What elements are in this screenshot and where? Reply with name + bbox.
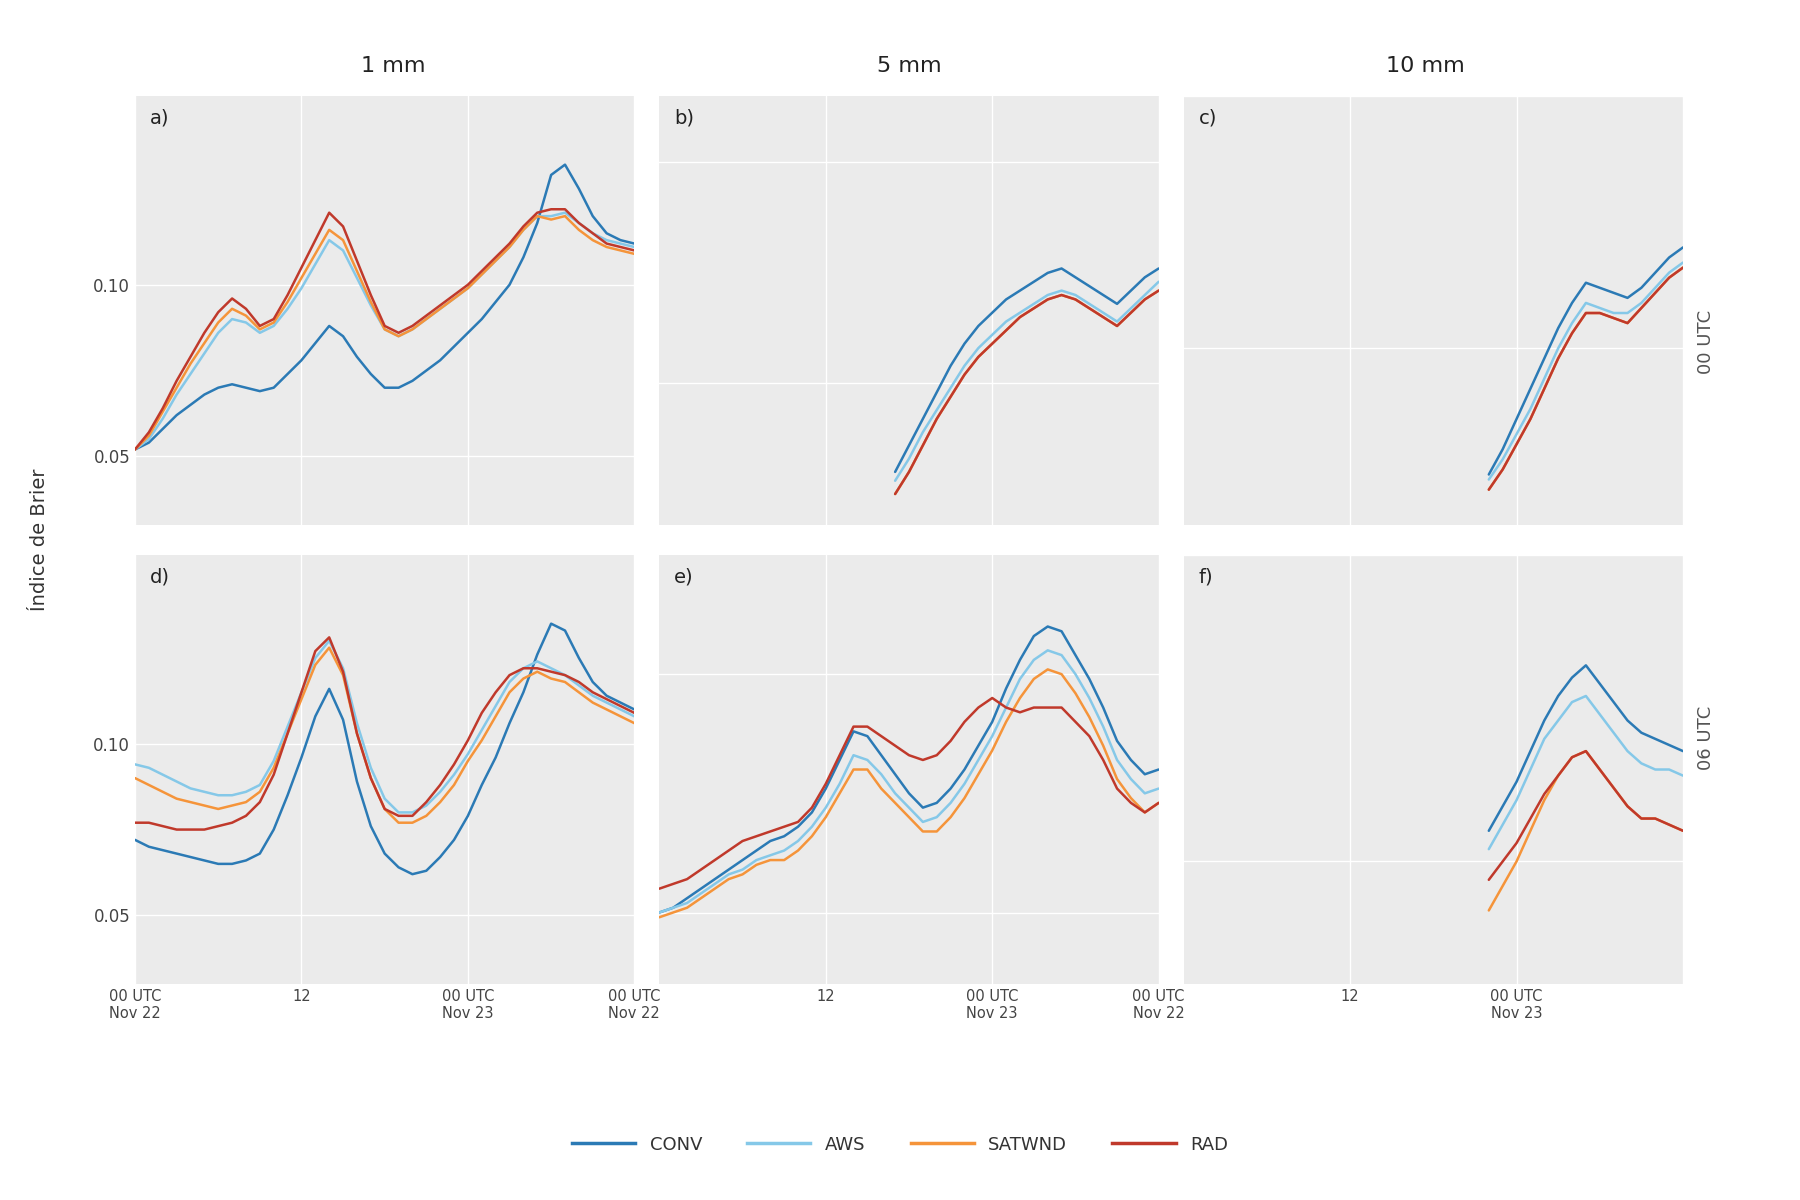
Text: b): b) (675, 109, 695, 128)
Text: 00 UTC: 00 UTC (1697, 310, 1715, 374)
Text: f): f) (1199, 568, 1213, 587)
Text: a): a) (149, 109, 169, 128)
Text: 06 UTC: 06 UTC (1697, 706, 1715, 770)
Text: 1 mm: 1 mm (360, 56, 425, 76)
Legend: CONV, AWS, SATWND, RAD: CONV, AWS, SATWND, RAD (565, 1128, 1235, 1160)
Text: Índice de Brier: Índice de Brier (31, 469, 49, 611)
Text: 5 mm: 5 mm (877, 56, 941, 76)
Text: c): c) (1199, 109, 1217, 128)
Text: d): d) (149, 568, 169, 587)
Text: e): e) (675, 568, 695, 587)
Text: 10 mm: 10 mm (1386, 56, 1465, 76)
